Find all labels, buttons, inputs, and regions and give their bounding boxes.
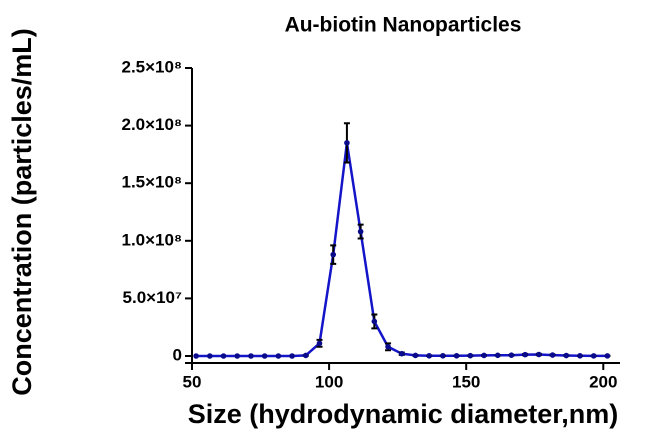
data-point	[590, 353, 597, 359]
y-tick-label: 1.5×10⁸	[121, 173, 182, 192]
y-tick-label: 1.0×10⁸	[121, 230, 182, 249]
data-point	[481, 352, 487, 359]
data-point	[398, 350, 405, 357]
data-point	[494, 352, 501, 359]
y-tick-label: 0	[173, 345, 182, 364]
data-point	[289, 353, 295, 359]
data-point	[522, 351, 528, 358]
data-point	[207, 353, 213, 359]
data-point	[220, 353, 227, 359]
data-point	[440, 352, 446, 359]
data-point	[453, 352, 460, 359]
chart-title: Au-biotin Nanoparticles	[285, 14, 522, 37]
data-point	[604, 353, 611, 359]
data-point	[467, 352, 474, 359]
y-tick-label: 2.0×10⁸	[121, 115, 182, 134]
data-point	[330, 251, 337, 258]
data-point	[275, 353, 282, 359]
data-point	[385, 343, 391, 350]
x-tick-label: 100	[315, 372, 343, 391]
data-point	[536, 351, 542, 358]
data-point	[412, 352, 419, 359]
data-point	[508, 352, 515, 358]
data-point	[302, 352, 309, 359]
data-point	[193, 353, 199, 359]
data-line	[196, 142, 608, 358]
x-tick-label: 50	[183, 372, 202, 391]
data-point	[563, 352, 570, 359]
y-axis-label: Concentration (particles/mL)	[7, 28, 37, 396]
data-point	[357, 228, 364, 235]
data-point	[577, 352, 583, 359]
data-point	[344, 140, 350, 146]
x-tick-label: 150	[452, 372, 480, 391]
x-tick-label: 200	[589, 372, 617, 391]
data-point	[248, 353, 254, 359]
data-point	[371, 318, 378, 325]
x-axis-label: Size (hydrodynamic diameter,nm)	[188, 399, 619, 429]
y-tick-label: 5.0×10⁷	[123, 288, 182, 307]
data-point	[316, 340, 323, 347]
data-point	[426, 352, 432, 359]
y-tick-label: 2.5×10⁸	[121, 57, 182, 76]
data-point	[234, 353, 241, 359]
data-point	[549, 352, 556, 358]
data-point	[261, 353, 268, 359]
